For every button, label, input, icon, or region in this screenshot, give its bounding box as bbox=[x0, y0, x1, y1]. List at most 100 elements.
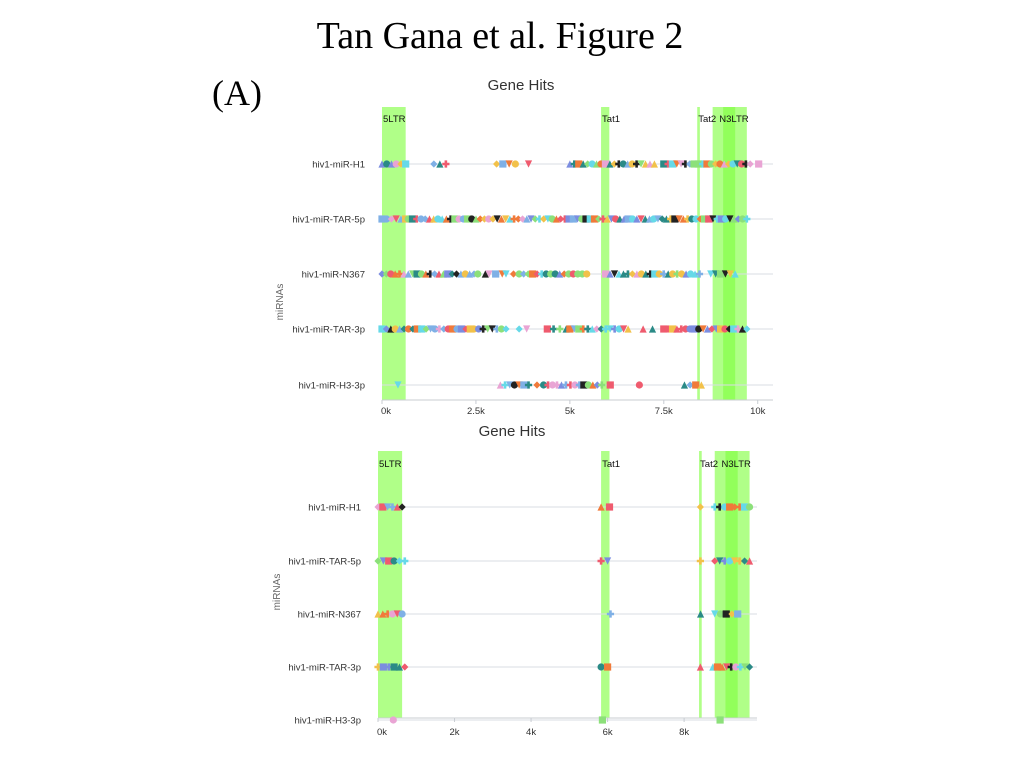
hit-marker bbox=[593, 381, 601, 389]
region-label: 5LTR bbox=[383, 114, 406, 125]
hit-marker bbox=[401, 663, 409, 671]
hit-marker bbox=[524, 160, 533, 168]
hit-marker bbox=[502, 325, 510, 333]
hit-marker bbox=[579, 160, 587, 168]
row-label: hiv1-miR-TAR-5p bbox=[292, 215, 365, 226]
row-label: hiv1-miR-N367 bbox=[302, 270, 365, 281]
hit-marker bbox=[430, 160, 438, 168]
hit-marker bbox=[384, 610, 392, 618]
hit-marker bbox=[721, 325, 729, 333]
y-axis-label: miRNAs bbox=[272, 574, 283, 611]
hit-marker bbox=[720, 160, 728, 168]
hit-marker bbox=[726, 557, 734, 565]
hit-marker bbox=[388, 610, 397, 618]
hit-marker bbox=[624, 325, 632, 333]
hit-marker bbox=[593, 325, 601, 333]
hit-marker bbox=[610, 160, 618, 168]
hit-marker bbox=[391, 270, 399, 278]
hit-marker bbox=[597, 557, 605, 565]
hit-marker bbox=[745, 557, 754, 565]
hit-marker bbox=[686, 381, 694, 389]
hit-marker bbox=[404, 325, 413, 333]
hit-marker bbox=[579, 325, 587, 333]
hit-marker bbox=[667, 215, 675, 223]
hit-marker bbox=[531, 215, 539, 223]
region-band-tat1 bbox=[601, 107, 610, 400]
hit-marker bbox=[603, 557, 612, 565]
hit-marker bbox=[582, 215, 590, 223]
hit-marker bbox=[520, 381, 528, 389]
hit-marker bbox=[466, 325, 474, 333]
hit-marker bbox=[485, 270, 493, 278]
x-tick-label: 6k bbox=[603, 727, 613, 738]
hit-marker bbox=[728, 610, 736, 618]
hit-marker bbox=[673, 270, 681, 278]
hit-marker bbox=[385, 557, 393, 565]
hit-marker bbox=[606, 270, 614, 278]
hit-marker bbox=[413, 215, 421, 223]
hit-marker bbox=[475, 325, 483, 333]
hit-marker bbox=[392, 160, 400, 168]
region-band-tat2 bbox=[699, 451, 702, 718]
x-tick-label: 5k bbox=[565, 406, 575, 417]
region-label: N3LTR bbox=[721, 459, 751, 470]
hit-marker bbox=[716, 557, 724, 565]
hit-marker bbox=[389, 716, 397, 724]
hit-marker bbox=[721, 270, 730, 278]
hit-marker bbox=[705, 215, 713, 223]
hit-marker bbox=[549, 325, 558, 333]
hit-marker bbox=[382, 270, 390, 278]
hit-marker bbox=[378, 325, 386, 333]
hit-markers bbox=[378, 160, 763, 389]
hit-marker bbox=[543, 325, 551, 333]
hit-marker bbox=[566, 381, 575, 389]
hit-marker bbox=[660, 325, 668, 333]
panel-label: (A) bbox=[212, 73, 262, 113]
hit-marker bbox=[497, 215, 505, 223]
hit-marker bbox=[648, 325, 657, 333]
region-band-5ltr bbox=[382, 107, 406, 400]
hit-marker bbox=[628, 160, 636, 168]
hit-marker bbox=[597, 325, 605, 333]
hit-marker bbox=[431, 325, 439, 333]
hit-marker bbox=[509, 270, 518, 278]
hit-marker bbox=[655, 270, 663, 278]
hit-marker bbox=[730, 215, 738, 223]
hit-marker bbox=[610, 270, 619, 278]
region-band-3ltr bbox=[723, 107, 747, 400]
hit-marker bbox=[745, 503, 754, 511]
hit-marker bbox=[476, 215, 484, 223]
hit-marker bbox=[739, 215, 747, 223]
hit-marker bbox=[580, 381, 588, 389]
hit-marker bbox=[527, 215, 535, 223]
hit-marker bbox=[408, 215, 417, 223]
hit-marker bbox=[637, 160, 645, 168]
hit-marker bbox=[620, 325, 628, 333]
hit-marker bbox=[730, 325, 738, 333]
hit-marker bbox=[690, 325, 698, 333]
hit-marker bbox=[731, 557, 739, 565]
x-axis-ticks: 0k 2.5k 5k 7.5k 10k bbox=[381, 400, 766, 417]
hit-marker bbox=[692, 215, 700, 223]
hit-marker bbox=[551, 270, 559, 278]
hit-marker bbox=[562, 381, 570, 389]
hit-marker bbox=[595, 215, 603, 223]
row-label: hiv1-miR-H1 bbox=[312, 160, 365, 171]
hit-marker bbox=[481, 270, 489, 278]
hit-marker bbox=[696, 503, 704, 511]
region-label: Tat2 bbox=[698, 114, 716, 125]
hit-marker bbox=[447, 215, 455, 223]
hit-marker bbox=[736, 503, 744, 511]
hit-marker bbox=[413, 325, 421, 333]
hit-marker bbox=[493, 215, 501, 223]
hit-marker bbox=[395, 270, 404, 278]
row-label: hiv1-miR-TAR-5p bbox=[288, 557, 361, 568]
hit-marker bbox=[679, 215, 687, 223]
region-labels: 5LTR Tat1 Tat2 N3LTR bbox=[383, 114, 749, 125]
x-tick-label: 0k bbox=[381, 406, 391, 417]
x-tick-label: 2k bbox=[450, 727, 460, 738]
hit-marker bbox=[624, 215, 632, 223]
hit-marker bbox=[388, 503, 397, 511]
hit-marker bbox=[515, 270, 523, 278]
hit-marker bbox=[660, 270, 668, 278]
